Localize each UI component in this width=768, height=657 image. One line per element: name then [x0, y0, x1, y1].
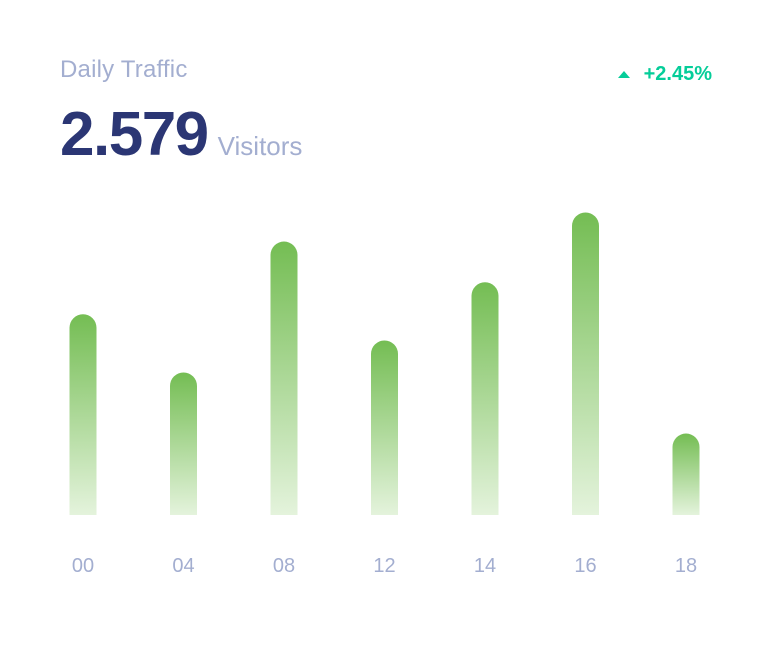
change-value: +2.45% — [643, 63, 712, 85]
bar-14 — [471, 282, 499, 515]
x-tick-label: 16 — [574, 555, 596, 577]
x-tick-label: 00 — [72, 555, 94, 577]
x-tick-label: 12 — [373, 555, 395, 577]
x-tick-label: 04 — [172, 555, 194, 577]
bar-00 — [69, 314, 97, 515]
change-indicator: +2.45% — [617, 63, 712, 86]
visitor-unit: Visitors — [217, 131, 303, 161]
bar-12 — [371, 340, 398, 515]
x-tick-label: 08 — [273, 555, 295, 577]
visitor-count-row: 2.579 Visitors — [60, 100, 302, 170]
visitor-count: 2.579 — [60, 100, 209, 169]
bar-08 — [270, 241, 298, 515]
bar-04 — [170, 372, 197, 515]
bar-16 — [572, 212, 599, 516]
bar-18 — [672, 433, 700, 515]
x-tick-label: 18 — [675, 555, 697, 577]
card-title: Daily Traffic — [60, 56, 188, 83]
x-tick-label: 14 — [474, 555, 496, 577]
triangle-up-icon — [617, 71, 630, 78]
